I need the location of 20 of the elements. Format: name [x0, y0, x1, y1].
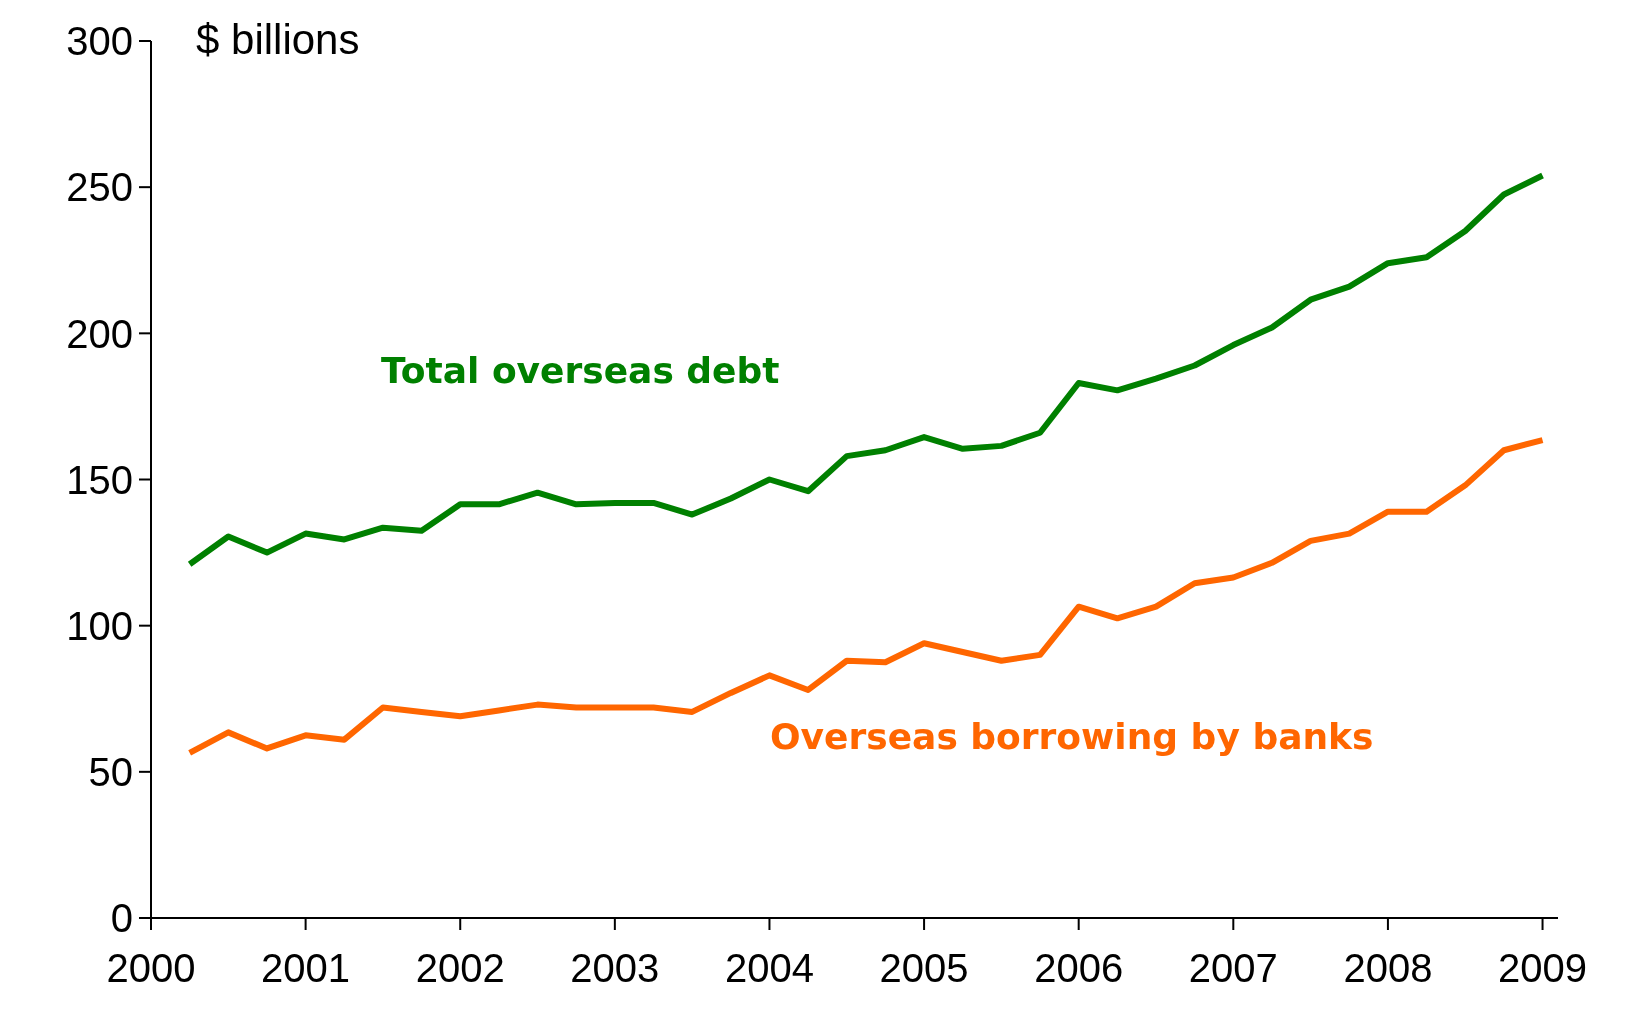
series-label: Overseas borrowing by banks: [770, 716, 1374, 757]
text: Total overseas debt: [381, 350, 780, 391]
x-tick-label: 2002: [415, 946, 505, 991]
y-tick-label: 150: [66, 457, 133, 502]
x-tick-label: 2000: [106, 946, 196, 991]
y-axis-title: $ billions: [196, 16, 360, 64]
y-tick-label: 0: [110, 896, 133, 941]
x-tick-label: 2009: [1498, 946, 1588, 991]
y-tick-label: 100: [66, 603, 133, 648]
x-tick-label: 2007: [1188, 946, 1278, 991]
y-tick-label: 250: [66, 165, 133, 210]
x-tick-label: 2003: [570, 946, 660, 991]
y-tick-label: 50: [88, 750, 133, 795]
y-tick-label: 300: [66, 19, 133, 64]
y-tick-label: 200: [66, 311, 133, 356]
x-tick-label: 2006: [1034, 946, 1124, 991]
x-tick-label: 2001: [261, 946, 351, 991]
x-tick-label: 2004: [724, 946, 814, 991]
x-tick-label: 2005: [879, 946, 969, 991]
x-tick-label: 2008: [1343, 946, 1433, 991]
